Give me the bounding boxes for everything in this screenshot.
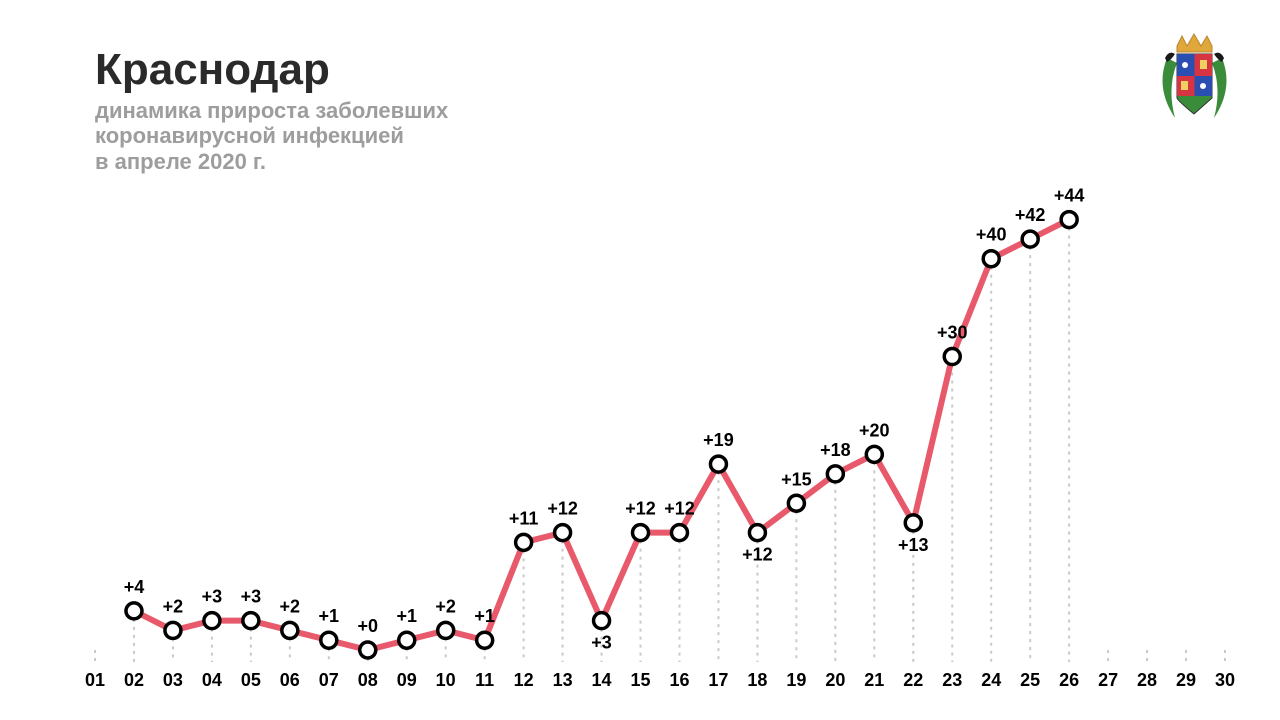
data-marker: [477, 632, 493, 648]
xaxis-label: 16: [669, 670, 689, 690]
xaxis-label: 10: [436, 670, 456, 690]
data-label: +13: [898, 535, 929, 555]
data-marker: [321, 632, 337, 648]
xaxis-label: 22: [903, 670, 923, 690]
data-label: +1: [319, 606, 340, 626]
data-label: +3: [202, 587, 223, 607]
data-marker: [1061, 212, 1077, 228]
xaxis-label: 17: [708, 670, 728, 690]
xaxis-label: 23: [942, 670, 962, 690]
xaxis-label: 14: [592, 670, 612, 690]
data-marker: [243, 613, 259, 629]
data-marker: [1022, 231, 1038, 247]
data-marker: [788, 495, 804, 511]
data-marker: [282, 622, 298, 638]
xaxis-label: 21: [864, 670, 884, 690]
data-label: +2: [280, 596, 301, 616]
data-marker: [360, 642, 376, 658]
data-marker: [594, 613, 610, 629]
xaxis-label: 07: [319, 670, 339, 690]
data-marker: [165, 622, 181, 638]
xaxis-label: 04: [202, 670, 222, 690]
xaxis-label: 02: [124, 670, 144, 690]
xaxis-label: 18: [747, 670, 767, 690]
data-marker: [516, 534, 532, 550]
data-marker: [204, 613, 220, 629]
data-label: +30: [937, 323, 968, 343]
data-marker: [633, 525, 649, 541]
xaxis-label: 29: [1176, 670, 1196, 690]
xaxis-label: 06: [280, 670, 300, 690]
data-label: +2: [163, 596, 184, 616]
data-marker: [555, 525, 571, 541]
data-label: +12: [664, 499, 695, 519]
data-label: +18: [820, 440, 851, 460]
xaxis-label: 28: [1137, 670, 1157, 690]
data-label: +2: [435, 596, 456, 616]
data-label: +3: [591, 633, 612, 653]
xaxis-label: 03: [163, 670, 183, 690]
data-marker: [438, 622, 454, 638]
data-label: +15: [781, 469, 812, 489]
data-label: +19: [703, 430, 734, 450]
line-chart: +4 +2 +3 +3 +2 +1 +0 +1 +2 +1 +11 +12 +3 +12 +12 +19 +12…: [0, 0, 1280, 710]
data-marker: [827, 466, 843, 482]
data-marker: [866, 446, 882, 462]
series-line: [134, 220, 1069, 650]
xaxis-label: 12: [514, 670, 534, 690]
data-label: +12: [547, 499, 578, 519]
data-marker: [710, 456, 726, 472]
xaxis-label: 09: [397, 670, 417, 690]
data-label: +1: [474, 606, 495, 626]
data-marker: [671, 525, 687, 541]
data-marker: [749, 525, 765, 541]
xaxis-label: 13: [553, 670, 573, 690]
data-label: +12: [625, 499, 656, 519]
data-marker: [983, 251, 999, 267]
data-label: +12: [742, 545, 773, 565]
data-label: +11: [509, 508, 539, 528]
data-marker: [399, 632, 415, 648]
data-marker: [905, 515, 921, 531]
xaxis-label: 08: [358, 670, 378, 690]
xaxis-label: 05: [241, 670, 261, 690]
xaxis-label: 15: [631, 670, 651, 690]
data-label: +3: [241, 587, 262, 607]
xaxis-label: 20: [825, 670, 845, 690]
xaxis-label: 26: [1059, 670, 1079, 690]
data-label: +20: [859, 420, 890, 440]
xaxis-label: 01: [85, 670, 105, 690]
coat-of-arms-icon: [1157, 28, 1232, 123]
data-marker: [126, 603, 142, 619]
data-label: +4: [124, 577, 145, 597]
xaxis-label: 11: [475, 670, 494, 690]
data-label: +42: [1015, 205, 1046, 225]
xaxis-label: 25: [1020, 670, 1040, 690]
data-label: +1: [396, 606, 417, 626]
xaxis-label: 19: [786, 670, 806, 690]
xaxis-label: 24: [981, 670, 1001, 690]
data-label: +0: [357, 616, 378, 636]
xaxis-label: 27: [1098, 670, 1118, 690]
xaxis-label: 30: [1215, 670, 1235, 690]
data-label: +44: [1054, 186, 1085, 206]
data-marker: [944, 349, 960, 365]
data-label: +40: [976, 225, 1007, 245]
